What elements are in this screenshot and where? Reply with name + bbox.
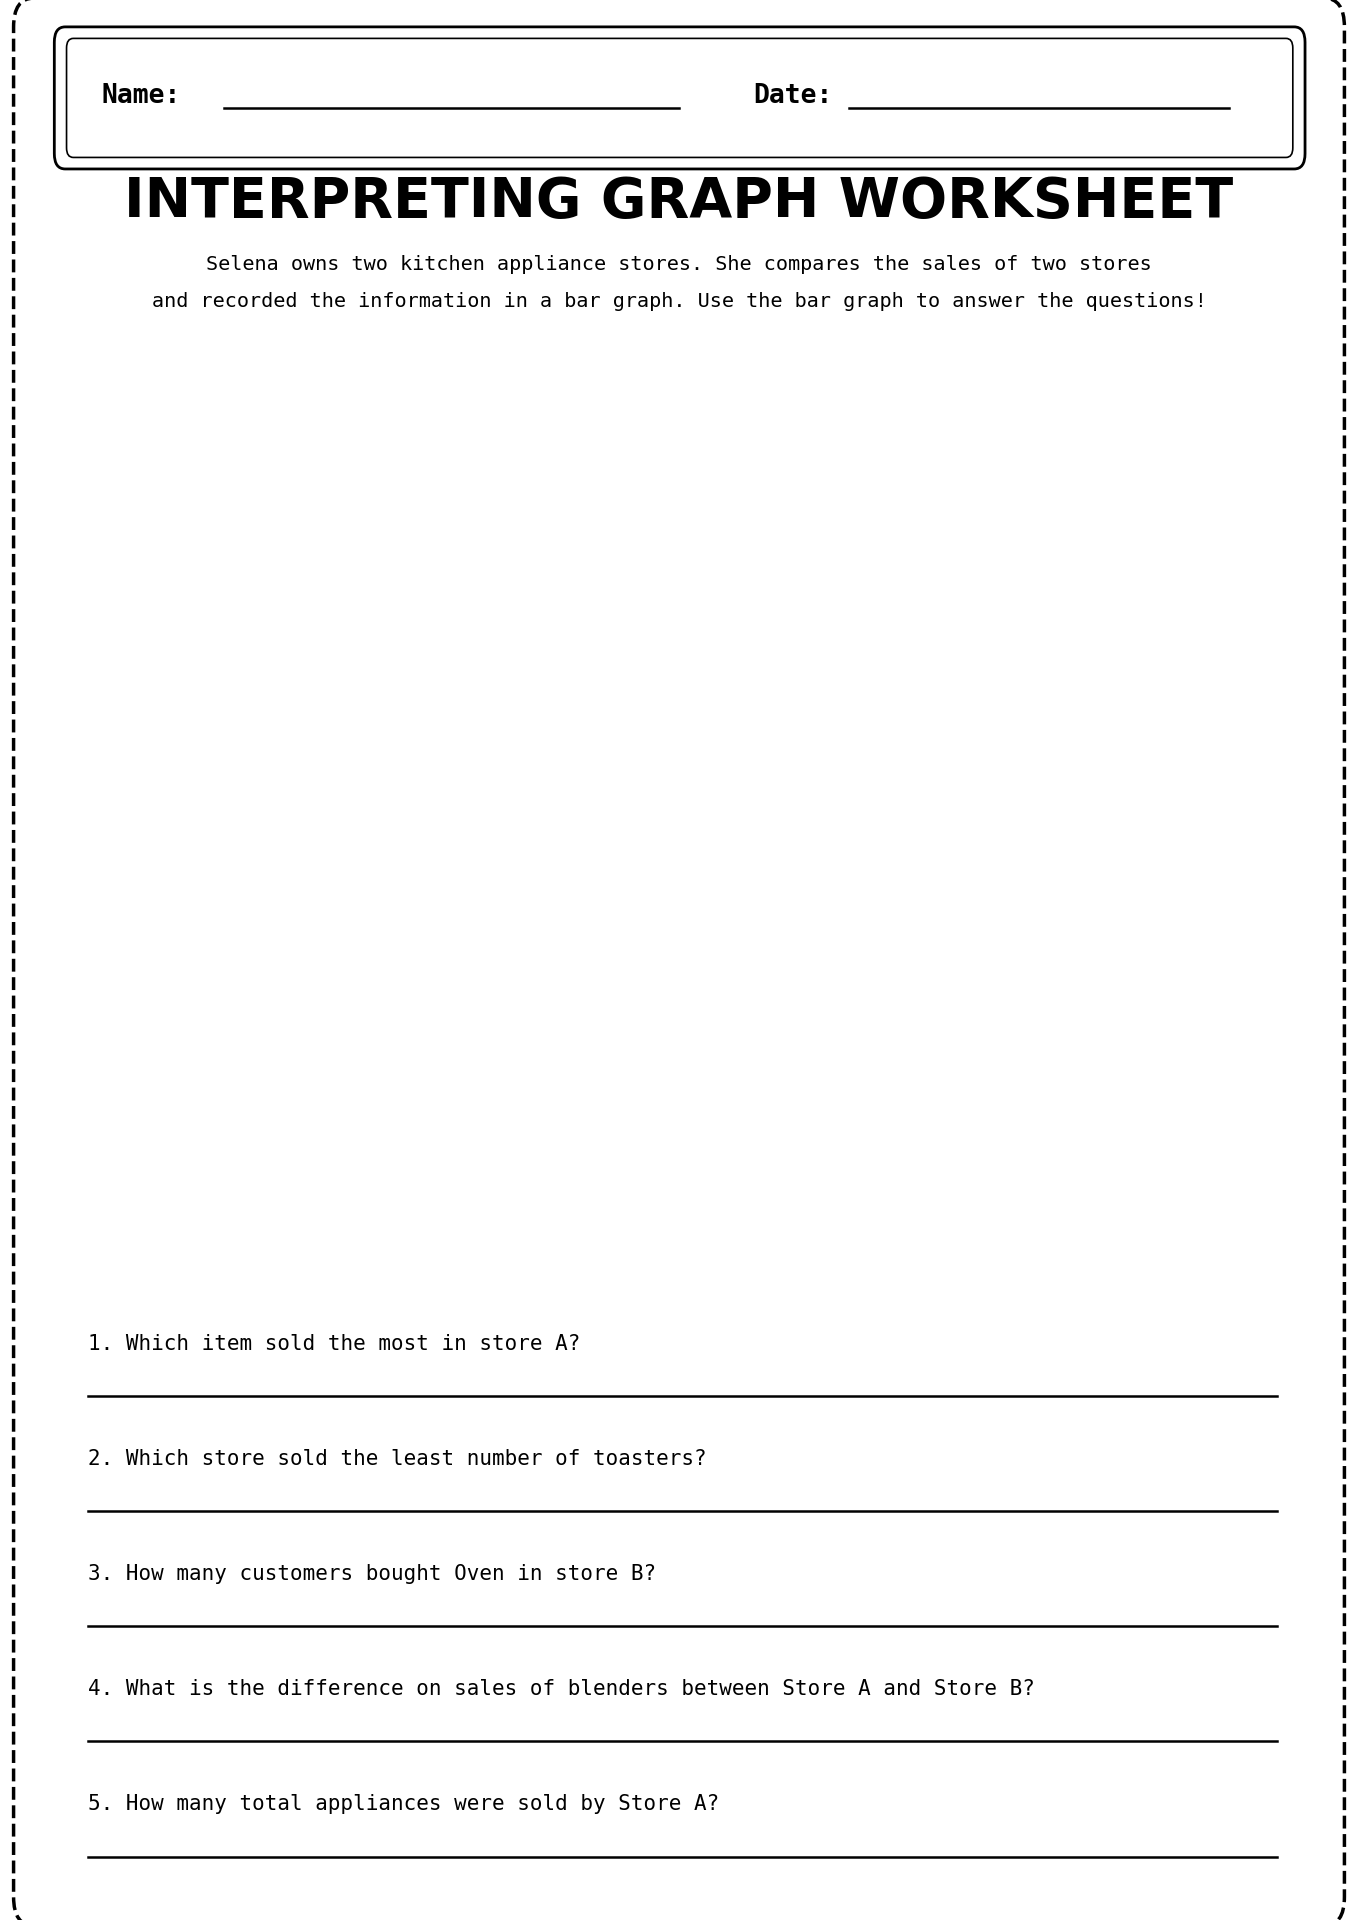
FancyBboxPatch shape	[67, 38, 1293, 157]
Bar	[1175, 876, 1252, 1321]
Legend: Store A, Store B: Store A, Store B	[1127, 528, 1293, 620]
Bar	[957, 939, 1035, 1321]
FancyBboxPatch shape	[54, 27, 1305, 169]
FancyBboxPatch shape	[14, 0, 1344, 1920]
Text: 2. Which store sold the least number of toasters?: 2. Which store sold the least number of …	[88, 1450, 708, 1469]
Text: INTERPRETING GRAPH WORKSHEET: INTERPRETING GRAPH WORKSHEET	[125, 175, 1233, 228]
Text: Selena owns two kitchen appliance stores. She compares the sales of two stores: Selena owns two kitchen appliance stores…	[206, 255, 1152, 275]
Text: 1. Which item sold the most in store A?: 1. Which item sold the most in store A?	[88, 1334, 581, 1354]
Bar	[306, 876, 384, 1321]
Bar	[661, 620, 740, 1321]
Bar	[523, 747, 602, 1321]
Bar	[1096, 1066, 1175, 1321]
Text: 5. How many total appliances were sold by Store A?: 5. How many total appliances were sold b…	[88, 1795, 720, 1814]
Bar	[879, 939, 957, 1321]
Bar	[740, 812, 819, 1321]
Text: Name:: Name:	[102, 83, 181, 109]
Text: Date:: Date:	[754, 83, 832, 109]
Bar	[445, 812, 523, 1321]
Bar	[228, 684, 306, 1321]
Text: 3. How many customers bought Oven in store B?: 3. How many customers bought Oven in sto…	[88, 1565, 656, 1584]
X-axis label: Kitchen appliances: Kitchen appliances	[612, 1300, 868, 1325]
Text: and recorded the information in a bar graph. Use the bar graph to answer the que: and recorded the information in a bar gr…	[152, 292, 1206, 311]
Y-axis label: Number of item sold: Number of item sold	[118, 776, 137, 1000]
Text: 4. What is the difference on sales of blenders between Store A and Store B?: 4. What is the difference on sales of bl…	[88, 1680, 1035, 1699]
